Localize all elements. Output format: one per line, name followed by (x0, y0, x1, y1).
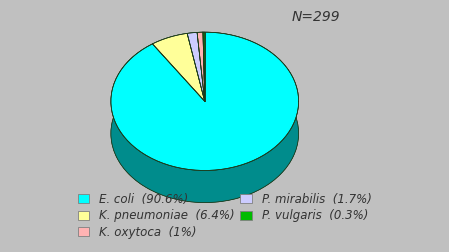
Legend: E. coli  (90.6%), K. pneumoniae  (6.4%), K. oxytoca  (1%), P. mirabilis  (1.7%),: E. coli (90.6%), K. pneumoniae (6.4%), K… (73, 188, 376, 244)
Polygon shape (153, 33, 205, 101)
Polygon shape (153, 33, 187, 76)
Polygon shape (187, 33, 197, 66)
Polygon shape (187, 33, 205, 101)
Polygon shape (197, 32, 203, 65)
Polygon shape (111, 32, 299, 170)
Polygon shape (203, 32, 205, 101)
Polygon shape (197, 32, 205, 101)
Ellipse shape (111, 64, 299, 203)
Polygon shape (111, 32, 299, 203)
Polygon shape (203, 32, 205, 64)
Text: N=299: N=299 (292, 10, 341, 24)
